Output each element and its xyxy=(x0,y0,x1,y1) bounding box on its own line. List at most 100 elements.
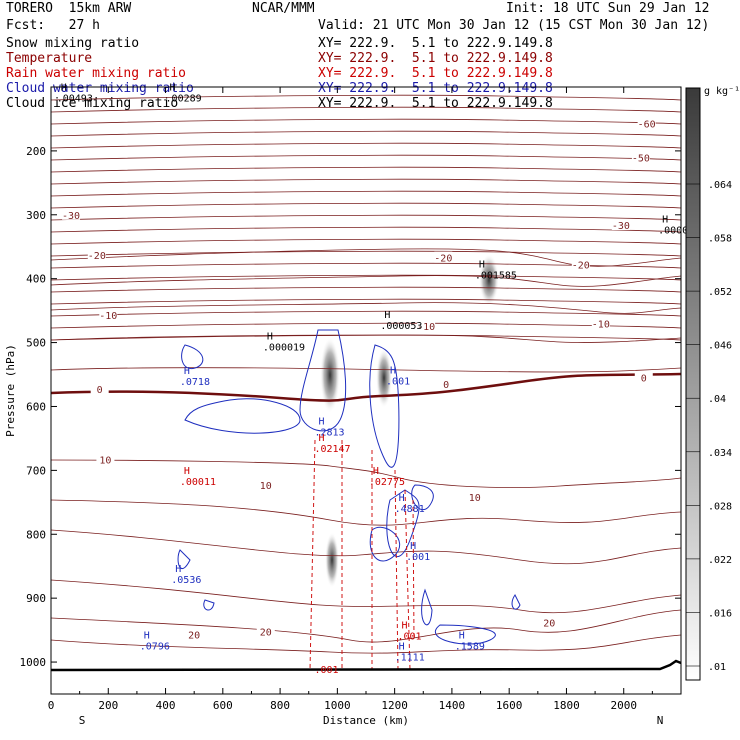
isotherm xyxy=(50,226,682,233)
extremum-value: .4881 xyxy=(395,504,425,515)
extremum-marker: H xyxy=(662,215,668,226)
isotherm-label-bg xyxy=(591,317,610,329)
colorbar-tick-label: .064 xyxy=(708,180,732,191)
colorbar-tick-label: .052 xyxy=(708,287,732,298)
x-tick-label: 2000 xyxy=(610,699,637,712)
extremum-value: .001 xyxy=(398,631,422,642)
isotherm xyxy=(50,367,682,373)
isotherm xyxy=(50,190,682,197)
isotherm-label-bg xyxy=(90,383,109,395)
extremum-value: .1589 xyxy=(455,642,485,653)
isotherm-label-bg xyxy=(256,479,275,491)
field-name-cloud-water: Cloud water mixing ratio xyxy=(6,81,194,96)
isotherm-label-bg xyxy=(540,616,559,628)
isotherm xyxy=(50,166,682,173)
terrain-surface xyxy=(50,659,682,672)
colorbar-unit: g kg⁻¹ xyxy=(704,86,740,97)
y-tick-label: 400 xyxy=(26,273,46,286)
field-xy-cloud-water: XY= 222.9. 5.1 to 222.9.149.8 xyxy=(318,81,553,96)
cloud-water-contour xyxy=(411,484,434,511)
field-name-temperature: Temperature xyxy=(6,51,93,66)
colorbar: .01 .016 .022 .028 .034 .04 .046 .052 .058 .064 g … xyxy=(685,86,740,681)
y-tick-label: 800 xyxy=(26,528,46,541)
contour-labels: -60 -50 -30 -30 -20 -20 -20 -10 -10 -10 0 0 0 10 10 10 2… xyxy=(57,82,688,676)
cloud-water-contour xyxy=(435,624,496,645)
rain-contours xyxy=(309,439,415,671)
rain-contour xyxy=(412,499,415,641)
cloud-water-contour xyxy=(181,344,204,370)
isotherm-label-bg xyxy=(96,453,115,465)
isotherm xyxy=(50,154,682,161)
x-tick-label: 800 xyxy=(270,699,290,712)
y-tick-label: 200 xyxy=(26,145,46,158)
field-xy-temperature: XY= 222.9. 5.1 to 222.9.149.8 xyxy=(318,51,553,66)
isotherm-label: -60 xyxy=(638,119,656,130)
isotherm xyxy=(50,529,682,565)
extremum-value: .000019 xyxy=(263,343,305,354)
isotherm xyxy=(50,202,682,209)
extremum-value: .02775 xyxy=(369,477,405,488)
isotherm-label-bg xyxy=(437,378,456,390)
colorbar-tick-label: .01 xyxy=(708,662,726,673)
isotherm xyxy=(50,334,682,343)
isotherm xyxy=(50,286,682,293)
extremum-value: .00493 xyxy=(57,93,93,104)
forecast-hour: Fcst: 27 h xyxy=(6,18,100,33)
extremum-marker: H xyxy=(184,466,190,477)
isotherm-label-bg xyxy=(99,309,118,321)
y-tick-label: 700 xyxy=(26,464,46,477)
cloud-water-contour xyxy=(511,594,521,610)
isotherm-label-bg xyxy=(637,117,656,129)
isotherm xyxy=(50,178,682,185)
isotherm xyxy=(50,459,682,488)
extremum-value: .1111 xyxy=(395,652,425,663)
x-tick-label: 1800 xyxy=(553,699,580,712)
isotherm-label: -20 xyxy=(434,254,452,265)
rain-contour xyxy=(309,439,316,671)
cloud-water-contours xyxy=(177,329,521,645)
isotherm-label: 20 xyxy=(543,618,555,629)
isotherm xyxy=(50,310,682,317)
extremum-marker: H xyxy=(402,620,408,631)
extremum-value: .2813 xyxy=(314,428,344,439)
endpoint-north: N xyxy=(657,714,664,727)
extremum-marker: H xyxy=(459,631,465,642)
center-title: NCAR/MMM xyxy=(252,1,315,16)
isotherm-label: -30 xyxy=(62,211,80,222)
isotherm-label-bg xyxy=(185,628,204,640)
extremum-marker: H xyxy=(399,641,405,652)
extremum-marker: H xyxy=(373,466,379,477)
y-tick-label: 500 xyxy=(26,337,46,350)
isotherm-label: 0 xyxy=(97,385,103,396)
isotherm xyxy=(50,106,682,113)
isotherm-label: 20 xyxy=(260,627,272,638)
isotherm xyxy=(50,634,682,654)
isotherm xyxy=(50,262,682,269)
colorbar-scale xyxy=(685,87,701,681)
isotherm-label-bg xyxy=(87,249,106,261)
cloud-water-contour xyxy=(184,398,301,434)
extremum-marker: H xyxy=(318,417,324,428)
cloud-water-contour xyxy=(203,599,215,611)
temperature-contours xyxy=(50,94,682,654)
isotherm xyxy=(50,298,682,305)
extremum-marker: H xyxy=(399,493,405,504)
extremum-marker: H xyxy=(479,259,485,270)
init-time: Init: 18 UTC Sun 29 Jan 12 xyxy=(506,1,710,16)
cloud-water-contour xyxy=(421,588,433,626)
isotherm xyxy=(50,609,682,643)
isotherm-label-bg xyxy=(434,251,453,263)
isotherm-label: -10 xyxy=(592,319,610,330)
colorbar-tick-label: .04 xyxy=(708,394,726,405)
extremum-value: .001 xyxy=(314,665,338,676)
extremum-marker: H xyxy=(175,564,181,575)
cloud-water-contour xyxy=(177,549,191,569)
isotherm-label-bg xyxy=(631,151,650,163)
x-tick-label: 200 xyxy=(98,699,118,712)
field-xy-rain: XY= 222.9. 5.1 to 222.9.149.8 xyxy=(318,66,553,81)
y-tick-label: 900 xyxy=(26,592,46,605)
isotherm xyxy=(50,275,682,287)
cloud-water-contour xyxy=(299,329,347,432)
extremum-marker: H xyxy=(318,433,324,444)
isotherm-label: 0 xyxy=(443,380,449,391)
